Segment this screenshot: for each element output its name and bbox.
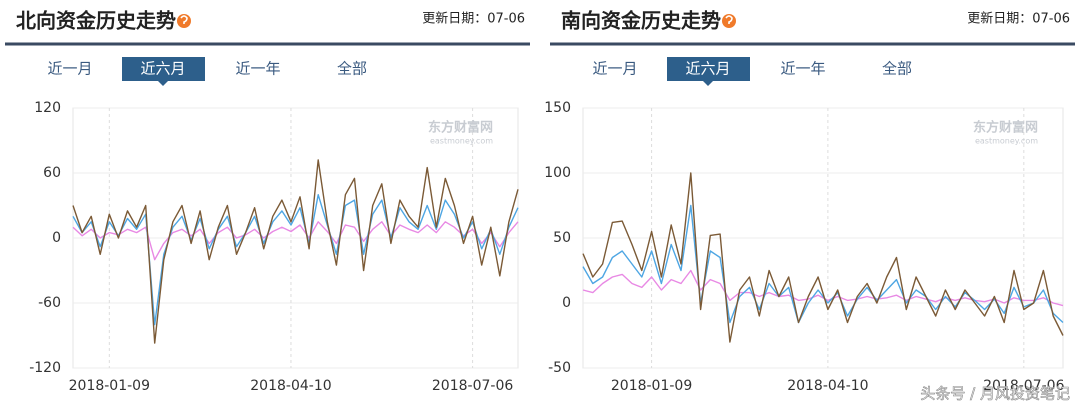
- tab[interactable]: 近一月: [47, 60, 92, 78]
- help-icon-mark: [180, 15, 188, 24]
- x-tick-label: 2018-04-10: [787, 378, 868, 394]
- tab[interactable]: 近六月: [140, 60, 185, 78]
- tab-pointer: [158, 81, 168, 86]
- y-tick-label: 60: [43, 165, 61, 181]
- tab[interactable]: 近六月: [685, 60, 730, 78]
- series-line: [72, 221, 519, 261]
- y-tick-label: -120: [29, 360, 61, 376]
- tab[interactable]: 全部: [882, 60, 912, 78]
- x-tick-label: 2018-04-10: [250, 378, 331, 394]
- y-tick-label: 100: [544, 165, 571, 181]
- tab[interactable]: 近一年: [780, 60, 825, 78]
- tab-pointer: [703, 81, 713, 86]
- y-tick-label: 50: [553, 230, 571, 246]
- tab-active-bg: [667, 57, 750, 81]
- series-line: [582, 204, 1064, 324]
- tab-active-bg: [122, 57, 205, 81]
- y-tick-label: 0: [52, 230, 61, 246]
- watermark-sub: eastmoney.com: [975, 137, 1038, 146]
- tab[interactable]: 近一年: [235, 60, 280, 78]
- x-tick-label: 2018-01-09: [611, 378, 692, 394]
- update-date: 更新日期：07-06: [967, 11, 1070, 27]
- series-line: [72, 159, 519, 344]
- y-tick-label: -60: [38, 295, 61, 311]
- series-line: [72, 194, 519, 326]
- series-line: [582, 269, 1064, 307]
- y-tick-label: 150: [544, 100, 571, 116]
- y-tick-label: 120: [34, 100, 61, 116]
- x-tick-label: 2018-07-06: [432, 378, 513, 394]
- tab[interactable]: 全部: [337, 60, 367, 78]
- update-date: 更新日期：07-06: [422, 11, 525, 27]
- y-tick-label: 0: [562, 295, 571, 311]
- help-icon-mark: [725, 15, 733, 24]
- y-tick-label: -50: [548, 360, 571, 376]
- chart-title: 北向资金历史走势: [16, 9, 176, 33]
- watermark-sub: eastmoney.com: [430, 137, 493, 146]
- footer-watermark: 头条号 / 月风投资笔记: [920, 385, 1070, 403]
- watermark: 东方财富网: [973, 120, 1038, 136]
- x-tick-label: 2018-01-09: [69, 378, 150, 394]
- series-line: [582, 172, 1064, 343]
- chart-title: 南向资金历史走势: [561, 9, 721, 33]
- tab[interactable]: 近一月: [592, 60, 637, 78]
- watermark: 东方财富网: [428, 120, 493, 136]
- x-tick-label: 2018-07-06: [983, 378, 1064, 394]
